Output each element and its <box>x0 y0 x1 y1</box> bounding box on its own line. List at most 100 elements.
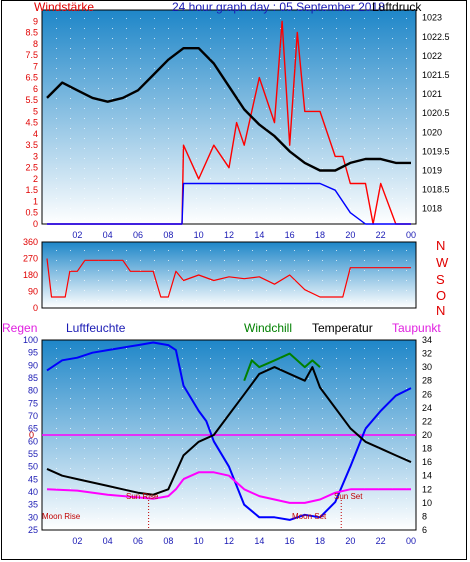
humidity-tick-label: 95 <box>28 348 38 358</box>
humidity-tick-label: 75 <box>28 398 38 408</box>
wind-speed-tick-label: 5.5 <box>25 95 38 105</box>
pressure-tick-label: 1021.5 <box>422 70 450 80</box>
series-temperatur <box>46 366 412 496</box>
wind-speed-tick-label: 7.5 <box>25 50 38 60</box>
wind-speed-tick-label: 3.5 <box>25 140 38 150</box>
time-tick-label: 06 <box>133 536 143 546</box>
humidity-tick-label: 45 <box>28 474 38 484</box>
temperature-tick-label: 30 <box>422 362 432 372</box>
wind-speed-tick-label: 2.5 <box>25 163 38 173</box>
time-tick-label: 02 <box>72 536 82 546</box>
temperature-tick-label: 8 <box>422 511 427 521</box>
wind-speed-tick-label: 6.5 <box>25 73 38 83</box>
temperature-tick-label: 28 <box>422 376 432 386</box>
pressure-axis-title: Luftdruck <box>372 0 422 14</box>
humidity-tick-label: 50 <box>28 462 38 472</box>
time-tick-label: 08 <box>163 230 173 240</box>
annotation-sun-set: Sun Set <box>334 492 363 501</box>
pressure-tick-label: 1020 <box>422 127 442 137</box>
humidity-tick-label: 30 <box>28 512 38 522</box>
time-tick-label: 20 <box>345 536 355 546</box>
series-windrichtung <box>46 258 411 298</box>
time-tick-label: 10 <box>194 536 204 546</box>
annotation-sun-rise: Sun Rise <box>126 492 159 501</box>
compass-east: O <box>436 288 447 303</box>
temperature-tick-label: 34 <box>422 335 432 345</box>
time-tick-label: 10 <box>194 230 204 240</box>
humidity-tick-label: 65 <box>28 424 38 434</box>
temperature-tick-label: 32 <box>422 349 432 359</box>
wind-speed-tick-label: 5 <box>33 106 38 116</box>
temperature-tick-label: 10 <box>422 498 432 508</box>
humidity-tick-label: 40 <box>28 487 38 497</box>
temperature-tick-label: 16 <box>422 457 432 467</box>
pressure-tick-label: 1019.5 <box>422 146 450 156</box>
compass-north-top: N <box>436 238 446 253</box>
time-tick-label: 22 <box>376 536 386 546</box>
pressure-tick-label: 1021 <box>422 89 442 99</box>
humidity-tick-label: 85 <box>28 373 38 383</box>
wind-speed-tick-label: 0.5 <box>25 208 38 218</box>
time-tick-label: 12 <box>224 536 234 546</box>
wind-direction-plot-area <box>41 241 417 309</box>
humidity-tick-label: 55 <box>28 449 38 459</box>
time-tick-label: 02 <box>72 230 82 240</box>
compass-south: S <box>436 272 445 287</box>
series-windchill <box>243 352 321 382</box>
wind-direction-tick-label: 360 <box>23 237 38 247</box>
humidity-tick-label: 70 <box>28 411 38 421</box>
wind-speed-tick-label: 1 <box>33 196 38 206</box>
time-tick-label: 22 <box>376 230 386 240</box>
humidity-tick-label: 25 <box>28 525 38 535</box>
legend-dewpoint: Taupunkt <box>392 321 441 335</box>
pressure-tick-label: 1019 <box>422 166 442 176</box>
time-tick-label: 20 <box>345 230 355 240</box>
time-tick-label: 18 <box>315 536 325 546</box>
wind-speed-tick-label: 8.5 <box>25 28 38 38</box>
rain-zero-label: 0 <box>29 430 34 440</box>
wind-speed-tick-label: 4 <box>33 129 38 139</box>
wind-speed-tick-label: 1.5 <box>25 185 38 195</box>
pressure-tick-label: 1023 <box>422 13 442 23</box>
series-taupunkt <box>46 471 411 504</box>
time-tick-label: 04 <box>103 230 113 240</box>
time-tick-label: 00 <box>406 536 416 546</box>
temperature-tick-label: 24 <box>422 403 432 413</box>
wind-speed-tick-label: 7 <box>33 61 38 71</box>
time-tick-label: 14 <box>254 536 264 546</box>
humidity-tick-label: 80 <box>28 386 38 396</box>
temperature-tick-label: 22 <box>422 416 432 426</box>
wind-speed-plot-area <box>41 9 417 225</box>
temperature-tick-label: 14 <box>422 471 432 481</box>
wind-direction-tick-label: 180 <box>23 270 38 280</box>
series-windst-rke-avg <box>47 182 411 225</box>
compass-west: W <box>436 255 449 270</box>
wind-speed-tick-label: 4.5 <box>25 118 38 128</box>
wind-speed-axis-title: Windstärke <box>34 0 95 14</box>
wind-speed-tick-label: 3 <box>33 151 38 161</box>
humidity-tick-label: 35 <box>28 500 38 510</box>
time-tick-label: 16 <box>285 230 295 240</box>
legend-windchill: Windchill <box>244 321 293 335</box>
annotation-moon-set: Moon Set <box>292 512 327 521</box>
time-tick-label: 04 <box>103 536 113 546</box>
pressure-tick-label: 1018.5 <box>422 185 450 195</box>
time-tick-label: 00 <box>406 230 416 240</box>
pressure-tick-label: 1022.5 <box>422 32 450 42</box>
wind-speed-tick-label: 2 <box>33 174 38 184</box>
wind-speed-tick-label: 6 <box>33 84 38 94</box>
wind-direction-tick-label: 270 <box>23 254 38 264</box>
wind-direction-tick-label: 0 <box>33 303 38 313</box>
pressure-tick-label: 1018 <box>422 204 442 214</box>
series-windst-rke-gust <box>47 20 411 225</box>
pressure-tick-label: 1020.5 <box>422 108 450 118</box>
wind-speed-tick-label: 0 <box>33 219 38 229</box>
wind-direction-tick-label: 90 <box>28 287 38 297</box>
temperature-tick-label: 20 <box>422 430 432 440</box>
series-luftdruck <box>46 47 411 172</box>
series-luftfeuchte <box>46 341 412 521</box>
pressure-tick-label: 1022 <box>422 51 442 61</box>
time-tick-label: 18 <box>315 230 325 240</box>
time-tick-label: 08 <box>163 536 173 546</box>
